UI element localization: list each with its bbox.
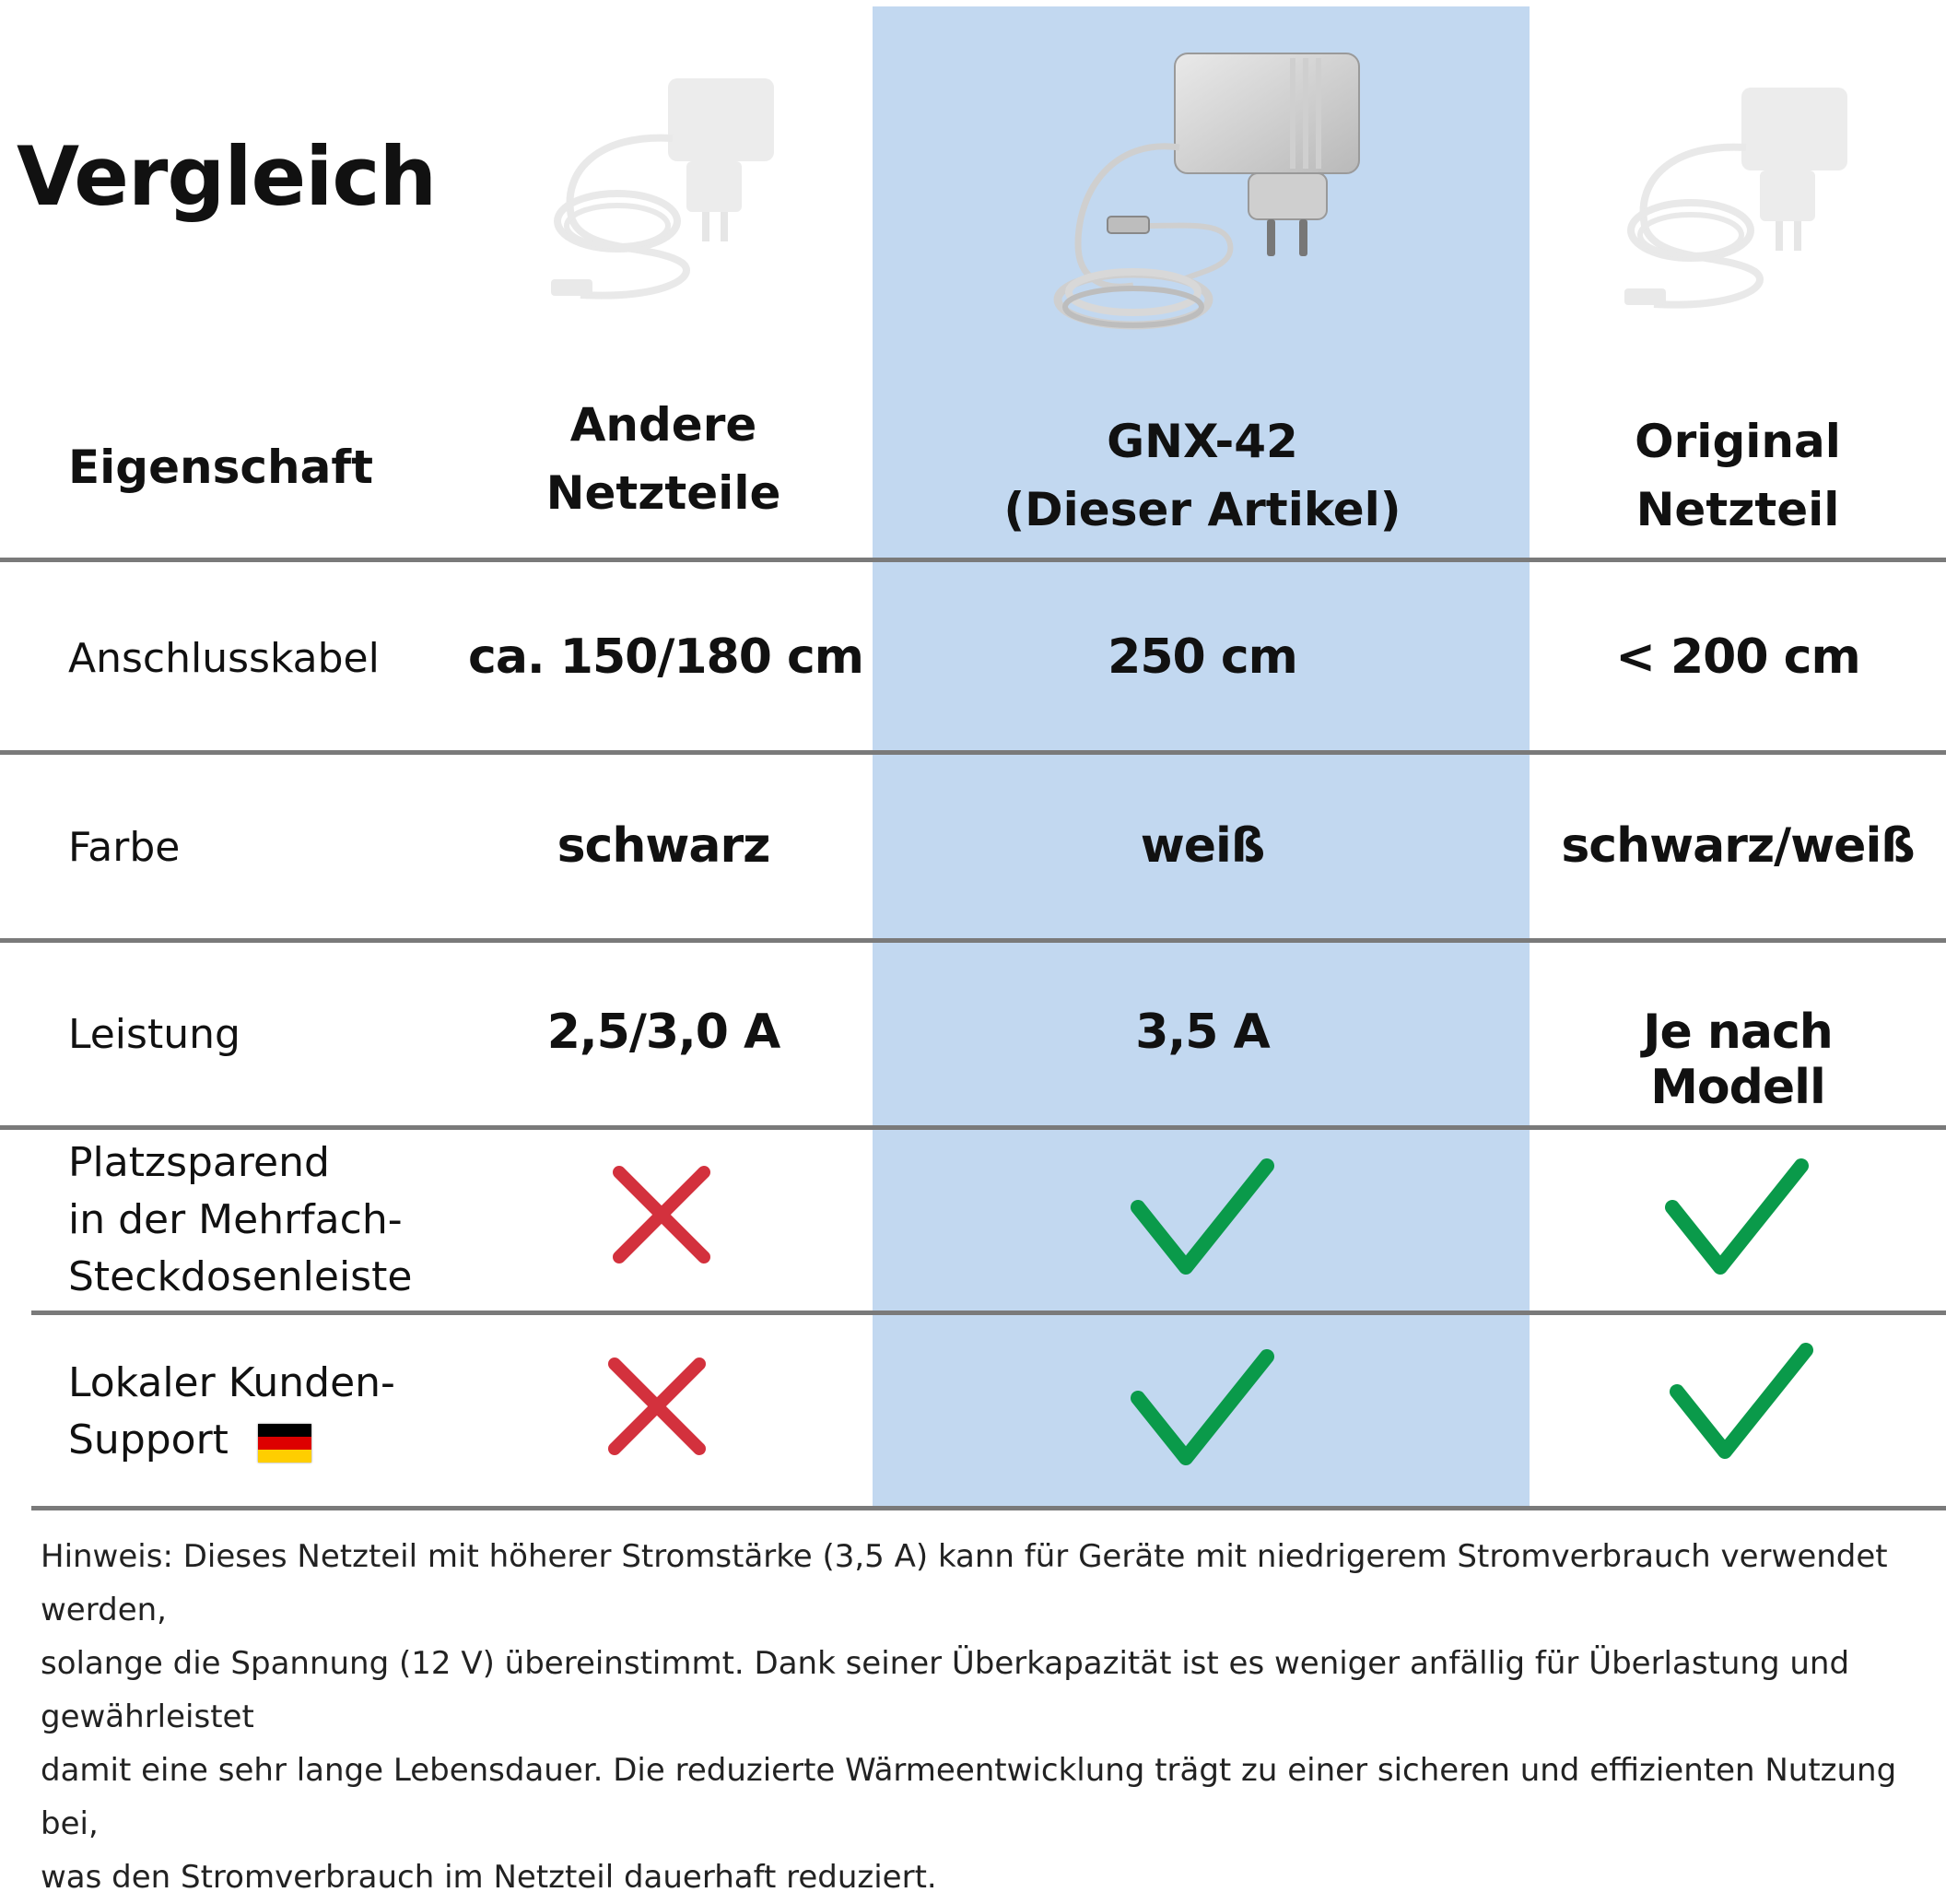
value-power-gnx42: 3,5 A (1135, 1005, 1270, 1060)
adapter-image-gnx42 (1041, 51, 1373, 349)
column-header-original: Original Netzteil (1635, 415, 1841, 536)
divider (0, 1125, 1946, 1130)
page-title: Vergleich (17, 129, 437, 224)
adapter-image-other (544, 69, 783, 312)
value-power-other: 2,5/3,0 A (546, 1005, 781, 1060)
divider (31, 1506, 1946, 1510)
divider (0, 750, 1946, 755)
value-color-other: schwarz (557, 818, 771, 874)
value-color-gnx42: weiß (1140, 818, 1266, 874)
row-label-cable: Anschlusskabel (68, 635, 380, 682)
footnote: Hinweis: Dieses Netzteil mit höherer Str… (41, 1538, 1897, 1896)
divider (0, 938, 1946, 943)
cross-icon (605, 1355, 709, 1462)
divider (31, 1310, 1946, 1315)
column-header-gnx42: GNX-42 (Dieser Artikel) (1003, 415, 1401, 536)
value-cable-gnx42: 250 cm (1108, 629, 1298, 685)
property-header: Eigenschaft (68, 441, 373, 494)
check-icon (1129, 1347, 1276, 1471)
divider (0, 558, 1946, 562)
adapter-image-original (1617, 78, 1857, 322)
value-cable-other: ca. 150/180 cm (468, 629, 864, 685)
cross-icon (610, 1163, 713, 1270)
value-power-original: Je nach Modell (1643, 1005, 1834, 1115)
row-label-power: Leistung (68, 1011, 240, 1058)
german-flag-icon (258, 1424, 311, 1463)
check-icon (1129, 1157, 1276, 1280)
row-label-local-support: Lokaler Kunden- Support (68, 1359, 395, 1463)
check-icon (1663, 1157, 1811, 1280)
value-color-original: schwarz/weiß (1561, 818, 1915, 874)
row-label-space-saving: Platzsparend in der Mehrfach- Steckdosen… (68, 1139, 413, 1300)
value-cable-original: < 200 cm (1615, 629, 1860, 685)
row-label-color: Farbe (68, 824, 181, 871)
check-icon (1668, 1341, 1815, 1464)
column-header-other: Andere Netzteile (545, 398, 781, 520)
